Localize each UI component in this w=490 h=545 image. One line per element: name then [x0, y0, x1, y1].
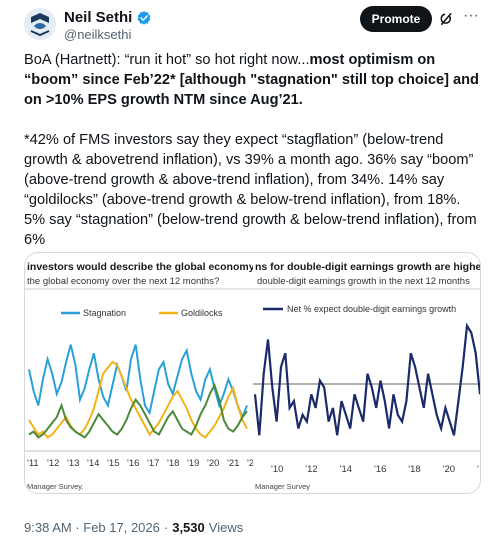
series-line-1	[28, 360, 248, 439]
fms-economy-chart[interactable]: investors would describe the global econ…	[25, 253, 253, 494]
avatar-logo-icon	[24, 8, 56, 40]
tweet-text: BoA (Hartnett): “run it hot” so hot righ…	[24, 50, 480, 250]
eps-growth-chart[interactable]: ns for double-digit earnings growth are …	[253, 253, 481, 494]
chart-source: Manager Survey.	[27, 482, 84, 491]
tweet-footer: 9:38 AM · Feb 17, 2026 · 3,530 Views	[24, 520, 243, 535]
series-line-2	[28, 382, 248, 439]
x-tick-label: '20	[207, 458, 219, 469]
views-count: 3,530	[172, 520, 205, 535]
x-tick-label: '12	[305, 464, 317, 475]
chart-title: investors would describe the global econ…	[27, 261, 253, 273]
avatar[interactable]	[24, 8, 56, 40]
more-options-button[interactable]: ···	[463, 7, 479, 24]
footer-separator: ·	[163, 520, 169, 535]
x-tick-label: '21	[227, 458, 239, 469]
x-tick-label: '14	[87, 458, 99, 469]
verified-badge-icon	[137, 10, 151, 25]
tweet-timestamp[interactable]: 9:38 AM · Feb 17, 2026	[24, 520, 160, 535]
chart-subtitle: the global economy over the next 12 mont…	[27, 276, 219, 287]
x-tick-label: '10	[271, 464, 283, 475]
grok-icon[interactable]	[438, 10, 456, 28]
tweet-paragraph-2: *42% of FMS investors say they expect “s…	[24, 132, 477, 248]
tweet-lead: BoA (Hartnett): “run it hot” so hot righ…	[24, 52, 310, 68]
x-tick-label: '17	[147, 458, 159, 469]
views-label: Views	[208, 520, 244, 535]
series-line-0	[28, 344, 248, 420]
author-name-row: Neil Sethi	[64, 9, 152, 26]
x-tick-label: '12	[47, 458, 59, 469]
x-tick-label: '19	[187, 458, 199, 469]
x-tick-label: '16	[374, 464, 386, 475]
x-tick-label: '	[477, 464, 479, 475]
x-tick-label: '16	[127, 458, 139, 469]
x-tick-label: '2	[247, 458, 253, 469]
x-tick-label: '18	[408, 464, 420, 475]
chart-subtitle: double-digit earnings growth in the next…	[257, 276, 470, 287]
tweet-header: Neil Sethi @neilksethi Promote ···	[0, 0, 490, 46]
author-name[interactable]: Neil Sethi	[64, 9, 133, 26]
promote-button[interactable]: Promote	[360, 6, 432, 32]
chart-title: ns for double-digit earnings growth are …	[255, 261, 481, 273]
tweet-paragraph-1: BoA (Hartnett): “run it hot” so hot righ…	[24, 50, 480, 110]
x-tick-label: '11	[27, 458, 39, 469]
legend-label-eps: Net % expect double-digit earnings growt…	[287, 304, 456, 314]
chart-source: Manager Survey	[255, 482, 310, 491]
x-tick-label: '13	[67, 458, 79, 469]
author-handle[interactable]: @neilksethi	[64, 27, 132, 42]
x-tick-label: '18	[167, 458, 179, 469]
legend-label-goldilocks: Goldilocks	[181, 308, 223, 318]
tweet-bold-text: most optimism on “boom” since Feb’22* [a…	[24, 52, 479, 108]
x-tick-label: '20	[443, 464, 455, 475]
tweet-media[interactable]: investors would describe the global econ…	[24, 252, 481, 494]
legend-label-stagnation: Stagnation	[83, 308, 126, 318]
x-tick-label: '14	[340, 464, 352, 475]
series-line-eps	[253, 322, 480, 436]
x-tick-label: '15	[107, 458, 119, 469]
